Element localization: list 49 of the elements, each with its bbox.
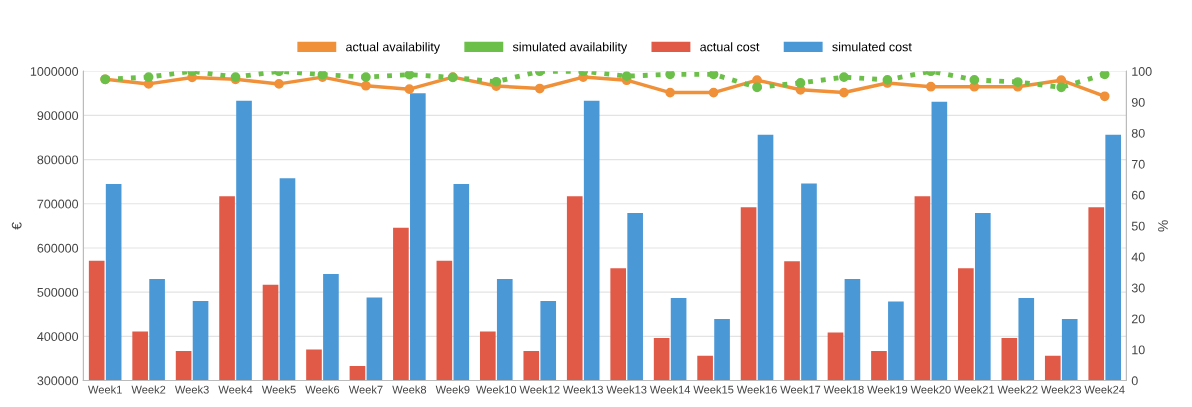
x-tick-label: Week15 xyxy=(693,385,734,394)
x-tick-label: Week4 xyxy=(218,385,253,394)
x-tick-label: Week17 xyxy=(780,385,821,394)
x-tick-label: Week20 xyxy=(910,385,951,394)
y-axis-title: € xyxy=(11,222,22,230)
y2-tick-label: 80 xyxy=(1131,128,1145,138)
x-tick-label: Week1 xyxy=(88,385,122,394)
x-tick-label: Week5 xyxy=(261,385,296,394)
y2-tick-label: 40 xyxy=(1131,252,1145,262)
x-tick-label: Week7 xyxy=(348,385,383,394)
x-tick-label: Week16 xyxy=(736,385,777,394)
y-tick-label: 600000 xyxy=(37,243,79,253)
x-tick-label: Week3 xyxy=(174,385,209,394)
x-tick-label: Week19 xyxy=(867,385,908,394)
y-tick-label: 1000000 xyxy=(30,67,79,76)
y2-tick-label: 0 xyxy=(1131,376,1138,386)
x-tick-label: Week8 xyxy=(392,385,427,394)
legend-label: simulated availability xyxy=(512,42,628,54)
legend-label: actual cost xyxy=(700,42,760,52)
legend-label: actual availability xyxy=(346,42,441,54)
y-tick-label: 700000 xyxy=(37,199,79,209)
x-tick-label: Week2 xyxy=(131,385,166,394)
x-tick-label: Week22 xyxy=(997,385,1038,394)
y2-tick-label: 90 xyxy=(1131,97,1145,107)
y-tick-label: 900000 xyxy=(37,111,79,121)
y2-tick-label: 100 xyxy=(1132,67,1152,76)
x-tick-label: Week6 xyxy=(305,385,340,394)
x-tick-label: Week18 xyxy=(823,385,864,394)
y2-tick-label: 20 xyxy=(1131,314,1145,324)
x-tick-label: Week24 xyxy=(1084,385,1125,394)
y-tick-label: 300000 xyxy=(37,376,79,386)
x-tick-label: Week9 xyxy=(435,385,470,394)
y2-tick-label: 60 xyxy=(1131,190,1145,200)
legend-label: simulated cost xyxy=(832,42,912,52)
x-tick-label: Week21 xyxy=(954,385,995,394)
x-tick-label: Week23 xyxy=(1041,385,1082,394)
y-tick-label: 400000 xyxy=(37,332,79,342)
y-tick-label: 500000 xyxy=(37,287,79,297)
y2-tick-label: 70 xyxy=(1131,159,1145,169)
y2-tick-label: 10 xyxy=(1132,345,1145,355)
x-tick-label: Week14 xyxy=(649,385,691,394)
x-tick-label: Week10 xyxy=(476,385,517,394)
x-tick-label: Week13 xyxy=(606,385,647,394)
y2-tick-label: 50 xyxy=(1131,221,1145,231)
y2-tick-label: 30 xyxy=(1131,283,1145,293)
x-tick-label: Week12 xyxy=(519,385,560,394)
y-tick-label: 800000 xyxy=(37,155,79,165)
y2-axis-title: % xyxy=(1158,220,1168,232)
x-tick-label: Week13 xyxy=(562,385,604,394)
